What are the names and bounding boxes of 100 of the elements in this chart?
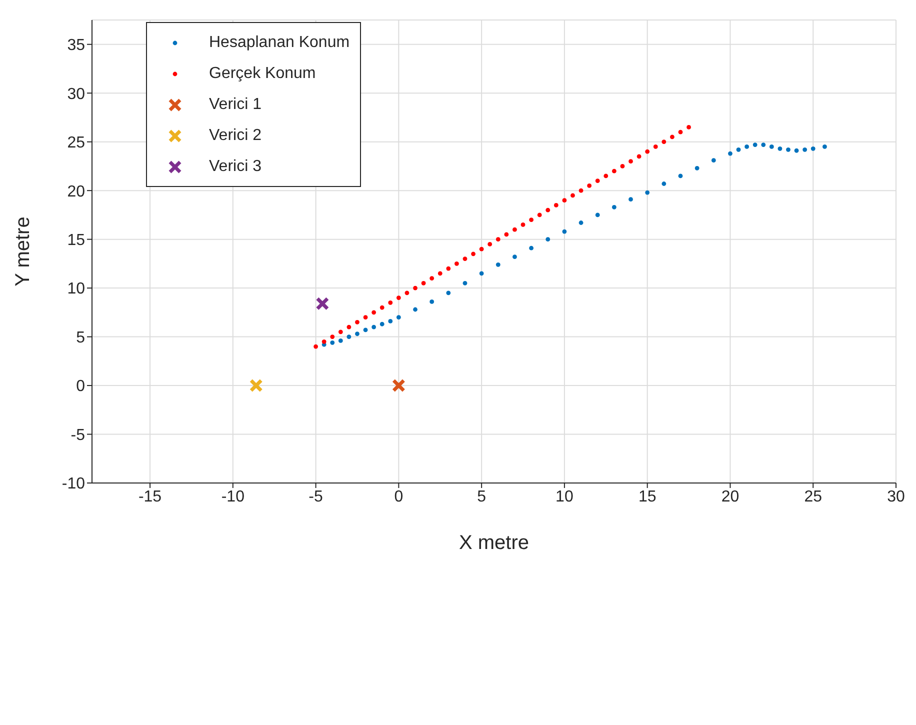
point <box>392 378 406 392</box>
point <box>662 182 666 186</box>
x-tick-label: 15 <box>638 488 656 506</box>
point <box>512 227 517 232</box>
point <box>438 271 442 276</box>
point <box>645 149 650 154</box>
x-tick-label: 25 <box>804 488 822 506</box>
point <box>372 324 376 330</box>
point <box>496 262 500 267</box>
y-tick-label: 5 <box>76 329 86 346</box>
point <box>678 174 683 178</box>
point <box>529 246 534 250</box>
point <box>562 229 567 234</box>
point <box>794 148 799 153</box>
point <box>570 193 575 198</box>
point <box>396 296 401 300</box>
point <box>587 184 592 188</box>
point <box>430 300 434 304</box>
point <box>404 290 410 296</box>
point <box>662 140 666 144</box>
point <box>736 147 741 152</box>
point <box>562 198 567 203</box>
point <box>744 144 750 149</box>
point <box>595 212 600 218</box>
point <box>653 144 658 149</box>
point <box>338 338 343 343</box>
y-tick-label: 25 <box>67 134 86 152</box>
point <box>380 305 384 310</box>
y-tick-label: -10 <box>62 476 86 493</box>
point <box>786 147 790 152</box>
x-tick-label: -15 <box>138 488 162 506</box>
point <box>330 340 335 345</box>
point <box>355 332 360 336</box>
x-tick-label: 30 <box>887 488 905 506</box>
point <box>396 315 401 320</box>
point <box>769 144 774 149</box>
point <box>537 212 542 218</box>
point <box>612 168 616 174</box>
point <box>488 242 492 246</box>
point <box>604 174 608 178</box>
point <box>454 261 459 266</box>
point <box>421 280 426 286</box>
point <box>413 307 418 312</box>
point <box>380 322 384 326</box>
point <box>694 166 700 170</box>
point <box>446 290 451 296</box>
x-tick-label: 0 <box>394 488 404 506</box>
point <box>363 315 368 320</box>
point <box>462 256 468 262</box>
point <box>822 144 827 149</box>
point <box>670 134 674 140</box>
point <box>554 203 558 208</box>
point <box>529 218 534 222</box>
point <box>711 158 716 163</box>
point <box>578 188 584 193</box>
legend-label: Gerçek Konum <box>209 64 316 82</box>
y-tick-label: 0 <box>76 378 86 396</box>
point <box>430 276 434 281</box>
point <box>778 146 782 151</box>
x-tick-label: -5 <box>308 488 324 506</box>
point <box>612 204 616 210</box>
point <box>728 151 732 156</box>
point <box>628 159 633 164</box>
point <box>338 330 343 334</box>
point <box>322 339 326 344</box>
point <box>512 254 517 260</box>
point <box>346 334 352 339</box>
y-tick-label: -5 <box>70 426 86 444</box>
x-axis-title: X metre <box>458 532 530 554</box>
point <box>546 237 550 242</box>
point <box>802 147 808 152</box>
point <box>462 280 468 286</box>
point <box>636 154 642 159</box>
point <box>249 378 263 392</box>
point <box>316 296 330 310</box>
x-tick-label: 5 <box>477 488 486 506</box>
legend-label: Verici 1 <box>209 96 262 114</box>
y-tick-label: 10 <box>67 280 86 298</box>
point <box>388 318 393 324</box>
point <box>479 246 484 252</box>
point <box>761 142 766 147</box>
y-tick-label: 30 <box>67 86 86 103</box>
point <box>620 164 625 168</box>
point <box>363 328 368 332</box>
point <box>678 130 683 134</box>
point <box>752 142 758 147</box>
point <box>496 237 500 242</box>
x-tick-label: 10 <box>556 488 574 506</box>
legend-label: Verici 3 <box>209 158 262 176</box>
legend-label: Hesaplanan Konum <box>209 34 350 52</box>
point <box>479 271 484 276</box>
x-tick-label: 20 <box>721 488 740 506</box>
point <box>372 310 376 315</box>
point <box>355 320 360 324</box>
point <box>504 232 509 237</box>
point <box>314 344 318 349</box>
legend-label: Verici 2 <box>209 126 262 144</box>
point <box>686 125 691 130</box>
y-tick-label: 20 <box>67 183 86 200</box>
point <box>546 208 550 212</box>
